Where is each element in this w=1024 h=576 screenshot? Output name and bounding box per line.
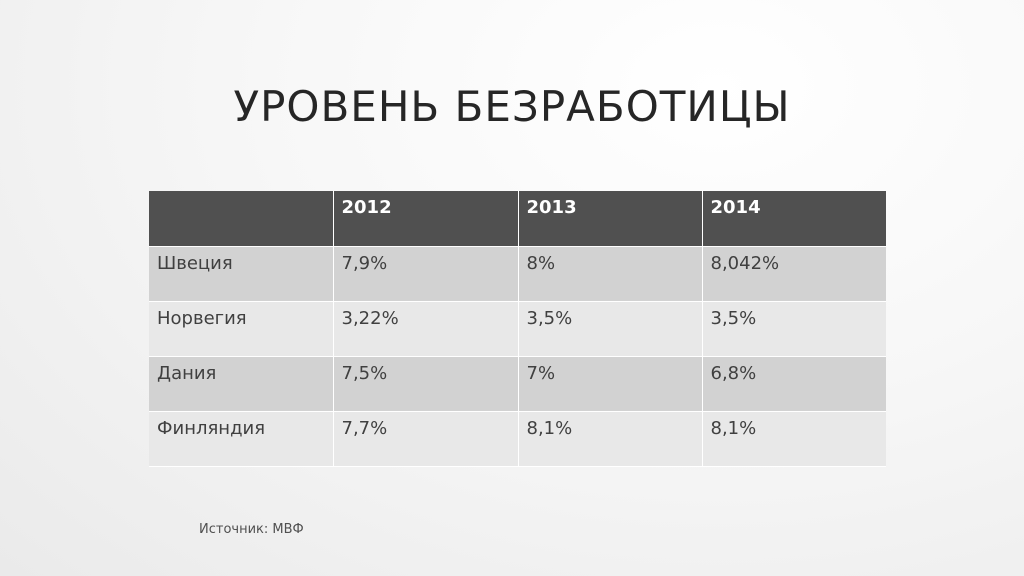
table-cell: 7,9% [333, 246, 519, 302]
unemployment-table: 2012 2013 2014 Швеция 7,9% 8% 8,042% Нор… [149, 191, 886, 467]
table-row: Дания 7,5% 7% 6,8% [149, 356, 886, 412]
source-note: Источник: МВФ [199, 522, 304, 537]
table-cell: 7,5% [333, 356, 519, 412]
table-cell: 7,7% [333, 411, 519, 467]
table-row: Норвегия 3,22% 3,5% 3,5% [149, 301, 886, 357]
table-cell: 3,5% [518, 301, 703, 357]
table-cell: 7% [518, 356, 703, 412]
table-cell: 8,1% [518, 411, 703, 467]
table-cell: 6,8% [702, 356, 886, 412]
header-cell-2013: 2013 [518, 191, 703, 247]
table-cell: 3,5% [702, 301, 886, 357]
table-cell-country: Швеция [149, 246, 334, 302]
table-cell: 8% [518, 246, 703, 302]
table-cell-country: Норвегия [149, 301, 334, 357]
table-cell-country: Финляндия [149, 411, 334, 467]
header-cell-country [149, 191, 334, 247]
table-cell: 8,042% [702, 246, 886, 302]
table-cell-country: Дания [149, 356, 334, 412]
header-cell-2012: 2012 [333, 191, 519, 247]
table-cell: 3,22% [333, 301, 519, 357]
table-cell: 8,1% [702, 411, 886, 467]
table-header-row: 2012 2013 2014 [149, 191, 886, 247]
table-row: Швеция 7,9% 8% 8,042% [149, 246, 886, 302]
slide-title: УРОВЕНЬ БЕЗРАБОТИЦЫ [233, 82, 791, 131]
table-row: Финляндия 7,7% 8,1% 8,1% [149, 411, 886, 467]
header-cell-2014: 2014 [702, 191, 886, 247]
